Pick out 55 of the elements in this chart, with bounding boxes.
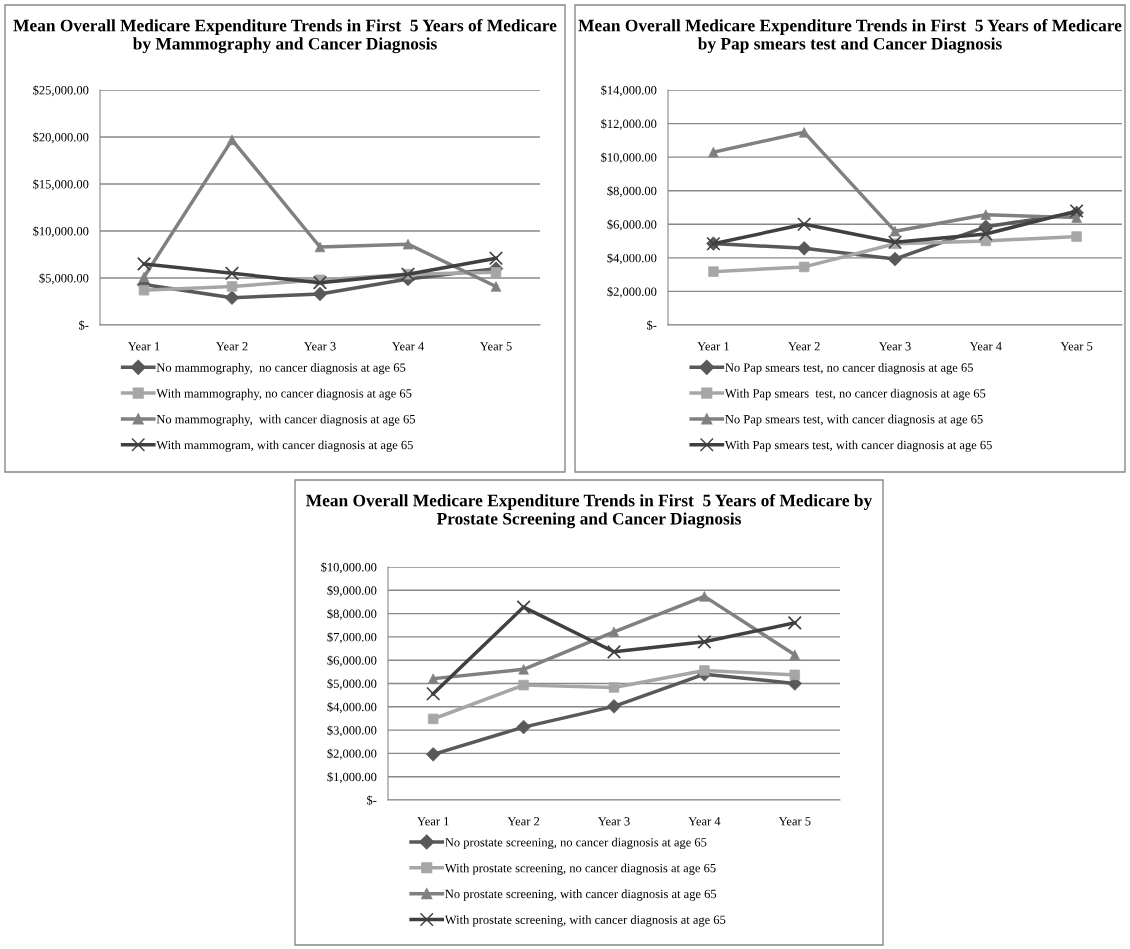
chart-title: Mean Overall Medicare Expenditure Trends in First 5 Years of Medicare by Pap smears test and Cancer Diagnosis (578, 19, 1122, 54)
x-tick-label: Year 5 (479, 342, 512, 351)
y-tick-label: $3,000.00 (327, 725, 377, 737)
y-tick-label: $12,000.00 (601, 118, 657, 130)
y-tick-label: $- (367, 795, 377, 806)
x-tick-label: Year 2 (507, 817, 540, 826)
y-tick-label: $25,000.00 (33, 85, 89, 97)
y-tick-label: $10,000.00 (321, 562, 377, 574)
y-tick-label: $14,000.00 (601, 85, 657, 97)
legend-label: No mammography, no cancer diagnosis at age 65 (156, 362, 406, 375)
y-tick-label: $5,000.00 (327, 678, 377, 690)
x-tick-label: Year 3 (303, 342, 336, 351)
y-tick-label: $6,000.00 (327, 655, 377, 667)
chart-title: Mean Overall Medicare Expenditure Trends in First 5 Years of Medicare by Prostate Screening and Cancer Diagnosis (306, 494, 873, 529)
legend-label: No Pap smears test, with cancer diagnosis at age 65 (725, 414, 983, 426)
x-tick-label: Year 2 (788, 342, 820, 351)
legend-label: No prostate screening, no cancer diagnosis at age 65 (445, 837, 707, 850)
x-tick-label: Year 1 (697, 342, 729, 351)
x-tick-label: Year 5 (778, 817, 811, 826)
x-tick-label: Year 4 (688, 817, 721, 826)
legend-label: With mammogram, with cancer diagnosis at age 65 (156, 440, 413, 452)
y-tick-label: $6,000.00 (607, 219, 657, 231)
x-tick-label: Year 4 (391, 342, 425, 351)
y-tick-label: $8,000.00 (607, 186, 657, 197)
y-tick-label: $- (79, 320, 89, 331)
y-tick-label: $4,000.00 (327, 702, 377, 714)
x-tick-label: Year 4 (969, 342, 1002, 351)
y-tick-label: $2,000.00 (327, 748, 377, 760)
y-tick-label: $9,000.00 (327, 585, 377, 597)
x-tick-label: Year 2 (215, 342, 248, 351)
legend-label: With prostate screening, with cancer diagnosis at age 65 (444, 915, 726, 927)
legend-label: No Pap smears test, no cancer diagnosis at age 65 (725, 362, 973, 375)
legend-label: No mammography, with cancer diagnosis at age 65 (156, 414, 416, 426)
y-tick-label: $10,000.00 (33, 226, 89, 238)
y-tick-label: $- (647, 320, 657, 331)
y-tick-label: $5,000.00 (39, 273, 89, 285)
legend-label: With prostate screening, no cancer diagnosis at age 65 (444, 863, 716, 875)
y-tick-label: $15,000.00 (33, 179, 89, 191)
y-tick-label: $20,000.00 (33, 132, 89, 144)
y-tick-label: $7,000.00 (327, 632, 377, 644)
x-tick-label: Year 1 (127, 342, 160, 351)
chart-title: Mean Overall Medicare Expenditure Trends in First 5 Years of Medicare by Mammography and Cancer Diagnosis (13, 19, 557, 54)
legend-label: With mammography, no cancer diagnosis at age 65 (156, 388, 412, 401)
y-tick-label: $10,000.00 (601, 152, 657, 164)
y-tick-label: $4,000.00 (607, 253, 657, 265)
legend-label: No prostate screening, with cancer diagnosis at age 65 (445, 889, 717, 901)
y-tick-label: $2,000.00 (607, 286, 657, 298)
y-tick-label: $8,000.00 (327, 608, 377, 620)
legend-label: With Pap smears test, no cancer diagnosis at age 65 (724, 388, 986, 401)
x-tick-label: Year 1 (417, 817, 449, 826)
y-tick-label: $1,000.00 (327, 771, 377, 783)
x-tick-label: Year 3 (597, 817, 630, 826)
legend-label: With Pap smears test, with cancer diagnosis at age 65 (724, 440, 992, 452)
x-tick-label: Year 5 (1060, 342, 1093, 351)
x-tick-label: Year 3 (878, 342, 911, 351)
